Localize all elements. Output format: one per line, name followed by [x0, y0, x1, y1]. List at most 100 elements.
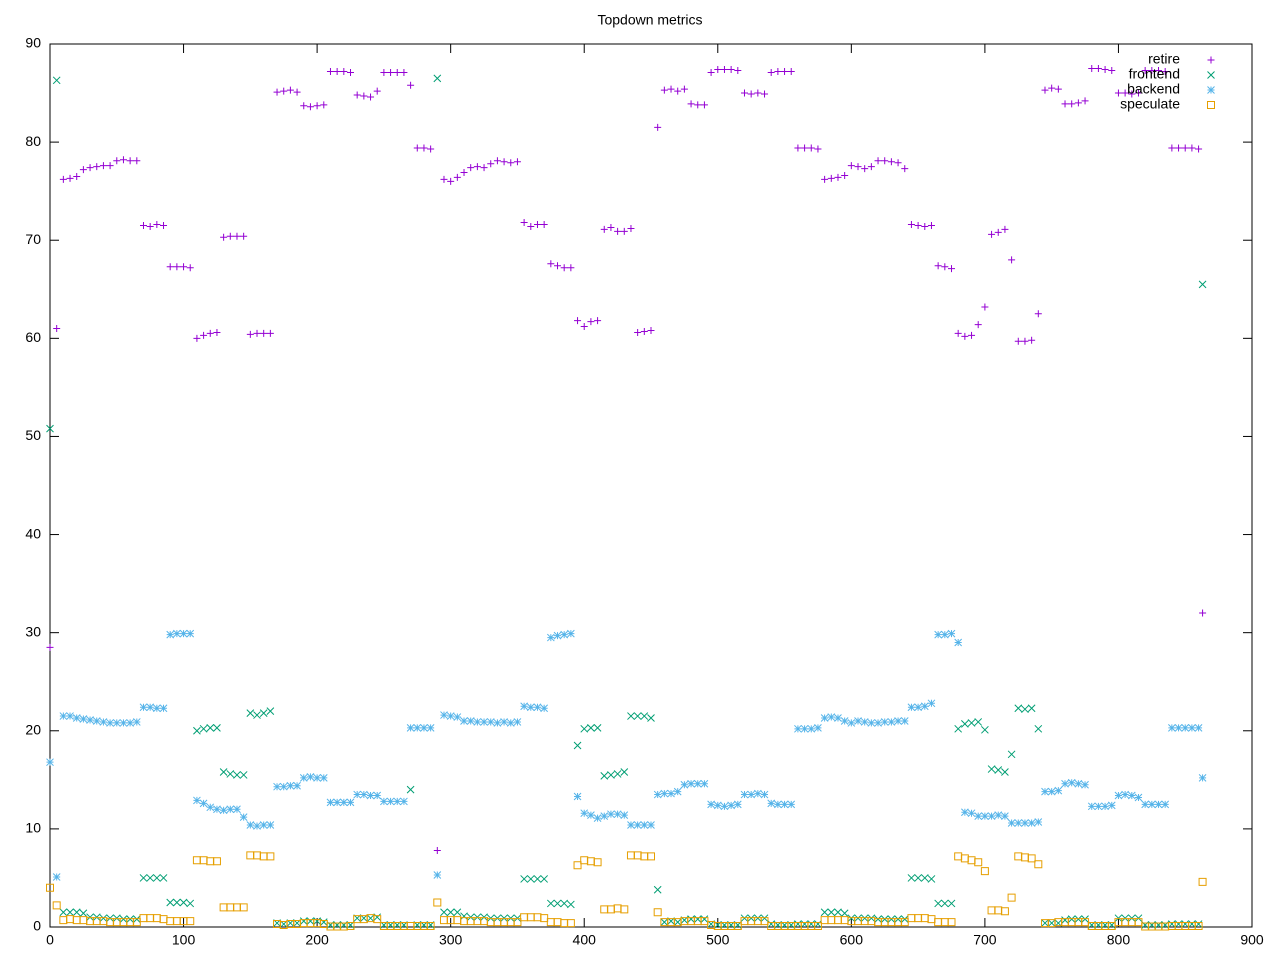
data-point: [1074, 779, 1083, 788]
data-point: [279, 921, 288, 930]
data-point: [246, 330, 254, 338]
data-point: [373, 87, 381, 95]
data-point: [1181, 723, 1190, 732]
data-point: [941, 263, 949, 271]
data-point: [587, 318, 595, 326]
data-point: [240, 232, 248, 240]
plot-border: [49, 43, 1253, 928]
data-point: [1174, 920, 1183, 928]
data-point: [580, 809, 589, 818]
data-point: [306, 917, 315, 925]
data-point: [761, 90, 769, 98]
data-point: [367, 93, 375, 101]
data-point: [687, 100, 695, 108]
data-point: [914, 222, 922, 230]
data-point: [1174, 723, 1183, 732]
data-point: [1047, 919, 1056, 928]
data-point: [266, 329, 274, 337]
data-point: [420, 723, 428, 732]
data-point: [807, 144, 815, 152]
data-point: [1088, 65, 1096, 73]
data-point: [907, 874, 916, 882]
data-point: [46, 758, 54, 767]
data-point: [1181, 144, 1189, 152]
data-point: [153, 221, 161, 229]
data-point: [1161, 67, 1169, 75]
data-point: [767, 68, 775, 76]
data-point: [687, 915, 695, 924]
data-point: [440, 908, 448, 917]
data-point: [473, 163, 481, 171]
data-point: [867, 914, 876, 923]
data-point: [1021, 705, 1029, 714]
data-point: [567, 629, 575, 638]
data-point: [580, 323, 588, 331]
data-point: [159, 874, 168, 882]
y-tick-label: 90: [25, 35, 41, 51]
data-point: [573, 792, 582, 801]
data-point: [861, 165, 869, 173]
data-point: [740, 790, 749, 799]
data-point: [126, 915, 134, 924]
data-point: [426, 723, 435, 732]
data-point: [59, 175, 67, 183]
data-point: [914, 874, 922, 882]
data-point: [473, 718, 482, 726]
data-point: [212, 857, 221, 866]
legend-label: backend: [1127, 81, 1180, 97]
data-point: [533, 703, 542, 712]
data-point: [974, 321, 982, 329]
data-point: [233, 771, 241, 779]
data-point: [566, 919, 575, 928]
data-point: [560, 264, 568, 272]
data-point: [834, 173, 842, 181]
data-point: [874, 719, 882, 727]
legend-marker: [1207, 86, 1215, 94]
data-point: [700, 915, 709, 924]
data-point: [1054, 85, 1062, 93]
data-point: [593, 814, 602, 822]
data-point: [326, 67, 334, 75]
data-point: [820, 908, 829, 917]
data-point: [940, 630, 949, 639]
data-point: [907, 221, 915, 229]
data-point: [179, 898, 188, 907]
data-point: [760, 914, 769, 923]
data-point: [226, 770, 235, 778]
data-point: [740, 914, 749, 923]
data-point: [620, 768, 629, 776]
data-point: [733, 922, 742, 931]
data-point: [507, 159, 515, 167]
data-point: [146, 222, 154, 230]
data-point: [1054, 786, 1063, 795]
data-point: [607, 223, 615, 231]
data-point: [426, 922, 435, 931]
data-point: [921, 222, 929, 230]
data-point: [326, 798, 335, 807]
data-point: [674, 87, 682, 95]
data-point: [961, 332, 969, 340]
data-point: [1007, 750, 1016, 759]
data-point: [213, 723, 221, 732]
data-point: [339, 798, 348, 807]
data-point: [453, 713, 462, 721]
data-point: [246, 821, 255, 829]
data-point: [366, 914, 375, 923]
data-point: [200, 331, 208, 339]
y-tick-label: 30: [25, 623, 41, 639]
x-tick-label: 800: [1107, 932, 1131, 948]
data-point: [693, 915, 702, 924]
data-point: [854, 163, 862, 171]
data-point: [1014, 704, 1023, 713]
data-point: [620, 811, 629, 820]
legend-marker: [1207, 56, 1215, 64]
data-point: [166, 898, 175, 907]
data-point: [900, 915, 909, 924]
data-point: [259, 709, 268, 717]
data-point: [613, 770, 622, 778]
data-point: [286, 781, 295, 790]
data-point: [206, 723, 215, 732]
data-point: [359, 915, 368, 924]
data-point: [313, 774, 321, 782]
